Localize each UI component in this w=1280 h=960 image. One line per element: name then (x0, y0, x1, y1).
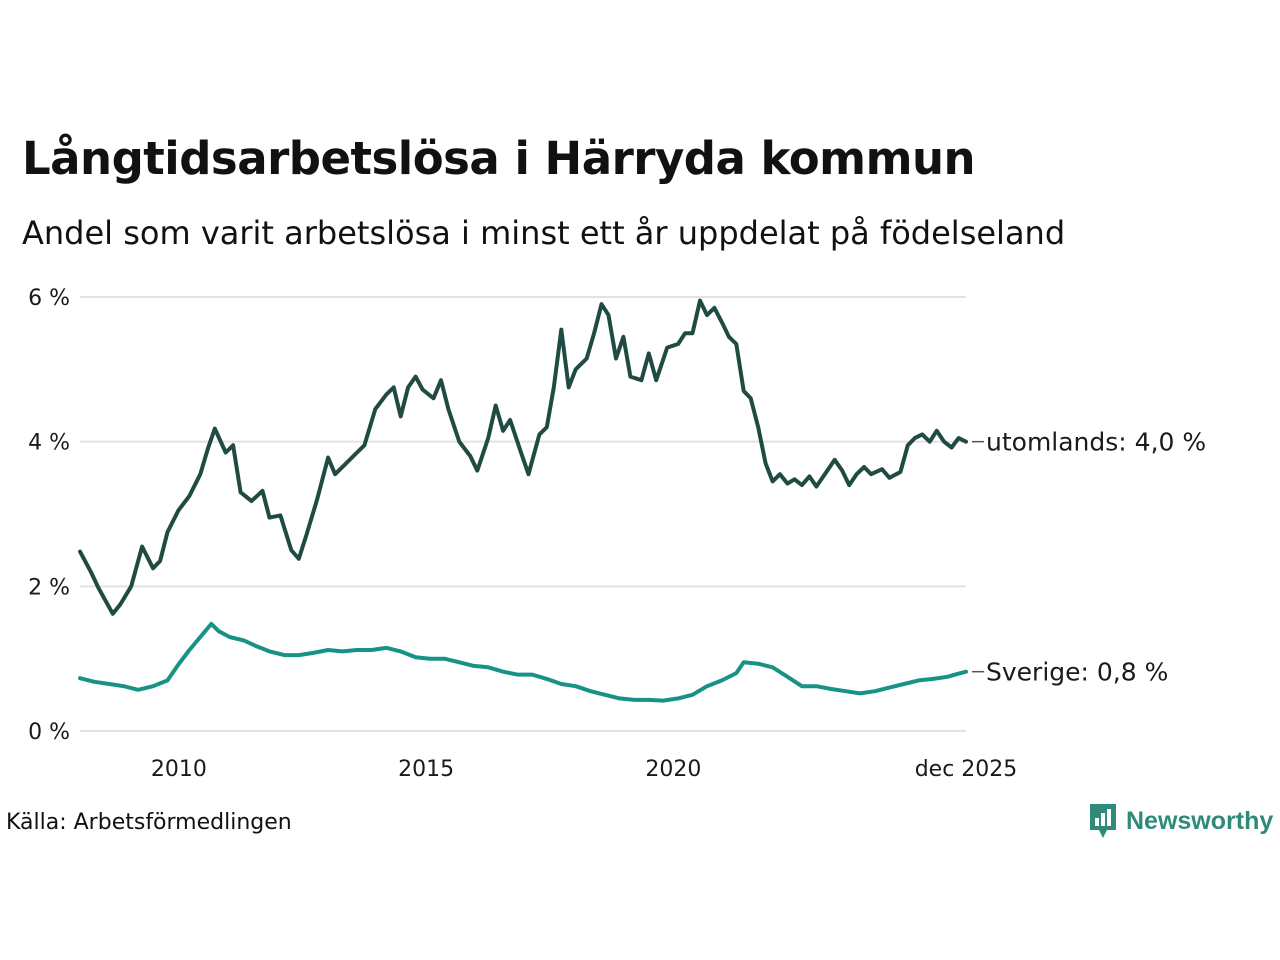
x-tick-label: 2010 (151, 757, 207, 782)
y-tick-label: 6 % (28, 286, 70, 311)
brand-logo: Newsworthy (1088, 802, 1273, 840)
x-tick-label: 2020 (645, 757, 701, 782)
x-axis-ticks: 2010 2015 2020 dec 2025 (151, 757, 1017, 782)
y-tick-label: 4 % (28, 431, 70, 456)
source-note: Källa: Arbetsförmedlingen (6, 810, 292, 835)
series-lines (78, 298, 968, 703)
series-label-utomlands: utomlands: 4,0 % (986, 428, 1206, 457)
series-end-labels: utomlands: 4,0 % Sverige: 0,8 % (972, 428, 1206, 687)
x-tick-label: dec 2025 (915, 757, 1018, 782)
bar-chart-bubble-icon (1090, 804, 1116, 838)
brand-name: Newsworthy (1126, 806, 1274, 835)
chart-subtitle: Andel som varit arbetslösa i minst ett å… (22, 214, 1066, 252)
y-tick-label: 2 % (28, 575, 70, 600)
series-label-sverige: Sverige: 0,8 % (986, 658, 1168, 687)
x-tick-label: 2015 (398, 757, 454, 782)
grid-lines (80, 296, 966, 732)
series-line-utomlands (78, 298, 968, 616)
y-axis-ticks: 0 % 2 % 4 % 6 % (28, 286, 70, 745)
series-line-sverige (78, 621, 968, 703)
y-tick-label: 0 % (28, 720, 70, 745)
line-chart: 0 % 2 % 4 % 6 % 2010 2015 2020 dec 2025 utomla… (28, 286, 1206, 782)
chart-title: Långtidsarbetslösa i Härryda kommun (22, 132, 976, 185)
